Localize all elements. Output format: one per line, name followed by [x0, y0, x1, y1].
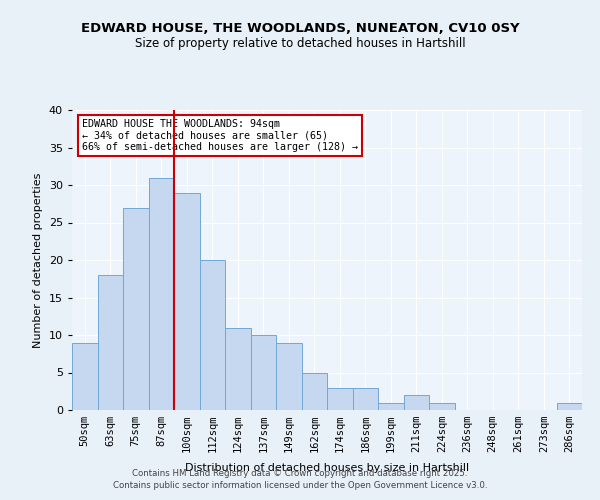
Text: Size of property relative to detached houses in Hartshill: Size of property relative to detached ho…	[134, 38, 466, 51]
Bar	[251, 335, 276, 410]
Bar	[557, 402, 582, 410]
Text: EDWARD HOUSE THE WOODLANDS: 94sqm
← 34% of detached houses are smaller (65)
66% : EDWARD HOUSE THE WOODLANDS: 94sqm ← 34% …	[82, 119, 358, 152]
Bar	[149, 178, 174, 410]
Bar	[72, 342, 97, 410]
Y-axis label: Number of detached properties: Number of detached properties	[33, 172, 43, 348]
Bar	[123, 208, 149, 410]
Text: EDWARD HOUSE, THE WOODLANDS, NUNEATON, CV10 0SY: EDWARD HOUSE, THE WOODLANDS, NUNEATON, C…	[80, 22, 520, 36]
Bar	[97, 275, 123, 410]
Text: Contains public sector information licensed under the Open Government Licence v3: Contains public sector information licen…	[113, 481, 487, 490]
Bar	[276, 342, 302, 410]
Bar	[302, 372, 327, 410]
Bar	[404, 395, 429, 410]
Bar	[225, 328, 251, 410]
Bar	[429, 402, 455, 410]
Bar	[378, 402, 404, 410]
Bar	[199, 260, 225, 410]
Bar	[353, 388, 378, 410]
Bar	[327, 388, 353, 410]
Text: Contains HM Land Registry data © Crown copyright and database right 2025.: Contains HM Land Registry data © Crown c…	[132, 468, 468, 477]
Bar	[174, 192, 199, 410]
X-axis label: Distribution of detached houses by size in Hartshill: Distribution of detached houses by size …	[185, 464, 469, 473]
